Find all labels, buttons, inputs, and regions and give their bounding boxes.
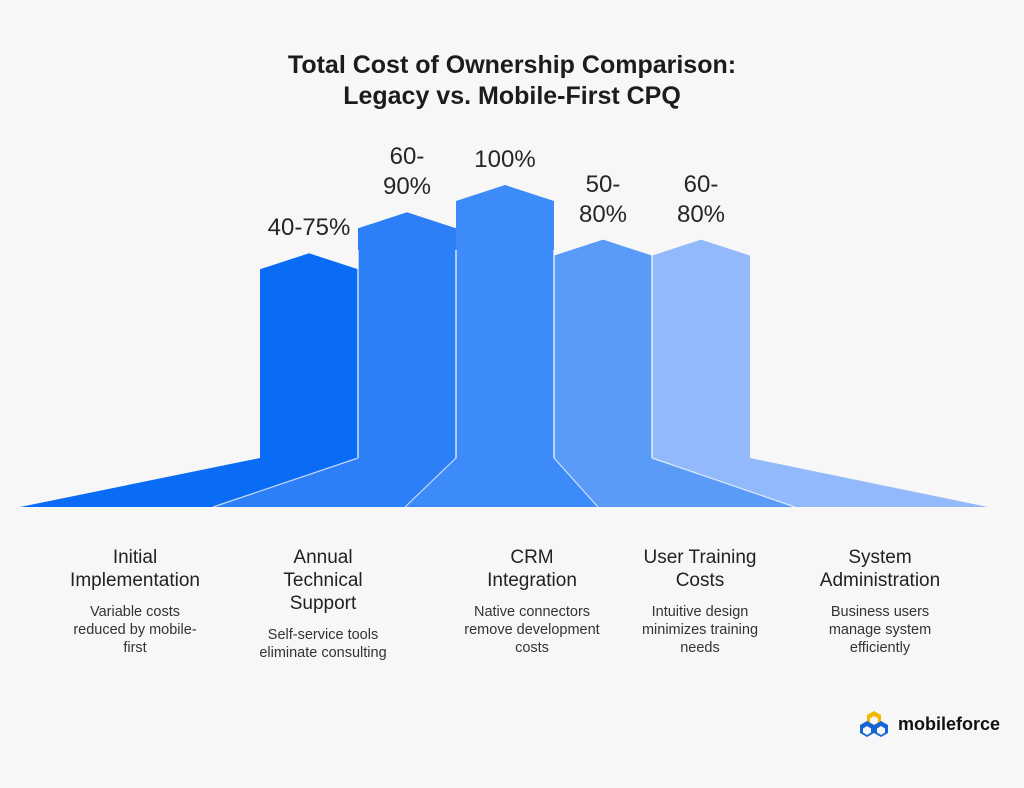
bar-1 (260, 253, 358, 458)
mobileforce-logo-icon (860, 711, 888, 737)
category-description: Native connectors remove development costs (437, 603, 627, 657)
category-description-line: costs (515, 640, 549, 656)
floor-divider (553, 457, 599, 508)
category-label: System Administration (785, 546, 975, 592)
category-description-line: Variable costs (90, 604, 180, 620)
category-label-line: Annual (293, 547, 353, 568)
category-label-line: Support (289, 593, 357, 614)
category-description: Business users manage system efficiently (785, 603, 975, 657)
category-description: Variable costs reduced by mobile-first (40, 603, 230, 657)
category-label: Annual Technical Support (228, 546, 418, 615)
category-label: CRM Integration (437, 546, 627, 592)
mobileforce-logo: mobileforce (858, 708, 1000, 740)
bar-2 (358, 212, 456, 458)
bar-4 (554, 239, 652, 458)
chart-title-line-2: Legacy vs. Mobile-First CPQ (343, 82, 681, 110)
value-label-line: 90% (382, 173, 432, 201)
category-column-5: System Administration Business users manage… (785, 546, 975, 657)
category-column-1: Initial Implementation Variable costs reduc… (40, 546, 230, 657)
value-label-line: 40-75% (267, 214, 351, 242)
value-label-line: 80% (676, 200, 726, 228)
chart-title: Total Cost of Ownership Comparison: Lega… (0, 50, 1024, 112)
value-label-line: 60- (683, 170, 719, 198)
floor-divider (212, 457, 359, 508)
category-label-line: Technical (283, 570, 363, 591)
category-label: User Training Costs (605, 546, 795, 592)
floor-divider (651, 457, 796, 508)
category-label-line: Integration (487, 570, 577, 591)
category-label-line: Implementation (70, 570, 200, 591)
chart-title-line-1: Total Cost of Ownership Comparison: (287, 51, 737, 79)
category-column-4: User Training Costs Intuitive design minimi… (605, 546, 795, 657)
category-description-line: Intuitive design (651, 604, 749, 620)
category-label: Initial Implementation (40, 546, 230, 592)
category-description-line: efficiently (849, 640, 911, 656)
floor-segment (405, 458, 598, 507)
value-label-line: 50- (585, 170, 621, 198)
category-description-line: first (123, 640, 147, 656)
floor-segment (20, 458, 358, 507)
value-label-3: 100% (445, 145, 565, 175)
value-label-5: 60- 80% (641, 170, 761, 230)
category-description: Self-service tools eliminate consulting (228, 626, 418, 662)
category-label-line: Costs (675, 570, 725, 591)
category-description-line: reduced by mobile- (73, 622, 197, 638)
logo-text: mobileforce (898, 713, 1001, 734)
floor-segment (652, 458, 988, 507)
category-description: Intuitive design minimizes training needs (605, 603, 795, 657)
category-description-line: minimizes training (641, 622, 759, 638)
value-label-line: 80% (578, 200, 628, 228)
value-label-line: 100% (474, 146, 536, 173)
value-label-line: 60- (389, 143, 425, 171)
category-description-line: Self-service tools (267, 627, 379, 643)
bar-5 (652, 239, 750, 458)
value-label-2: 60- 90% (347, 142, 467, 202)
value-label-1: 40-75% (249, 213, 369, 243)
category-column-2: Annual Technical Support Self-service tools… (228, 546, 418, 662)
category-description-line: remove development (464, 622, 600, 638)
category-column-3: CRM Integration Native connectors remove de… (437, 546, 627, 657)
value-label-4: 50- 80% (543, 170, 663, 230)
floor-divider (404, 457, 457, 508)
category-description-line: Native connectors (473, 604, 591, 620)
category-description-line: manage system (828, 622, 932, 638)
category-label-line: System (848, 547, 912, 568)
category-description-line: needs (680, 640, 720, 656)
category-label-line: Administration (819, 570, 941, 591)
category-label-line: CRM (510, 547, 554, 568)
bar-3 (456, 185, 554, 458)
category-label-line: User Training (643, 547, 757, 568)
category-description-line: eliminate consulting (259, 645, 387, 661)
floor-segment (213, 458, 456, 507)
floor-segment (554, 458, 795, 507)
category-description-line: Business users (830, 604, 930, 620)
category-label-line: Initial (112, 547, 158, 568)
